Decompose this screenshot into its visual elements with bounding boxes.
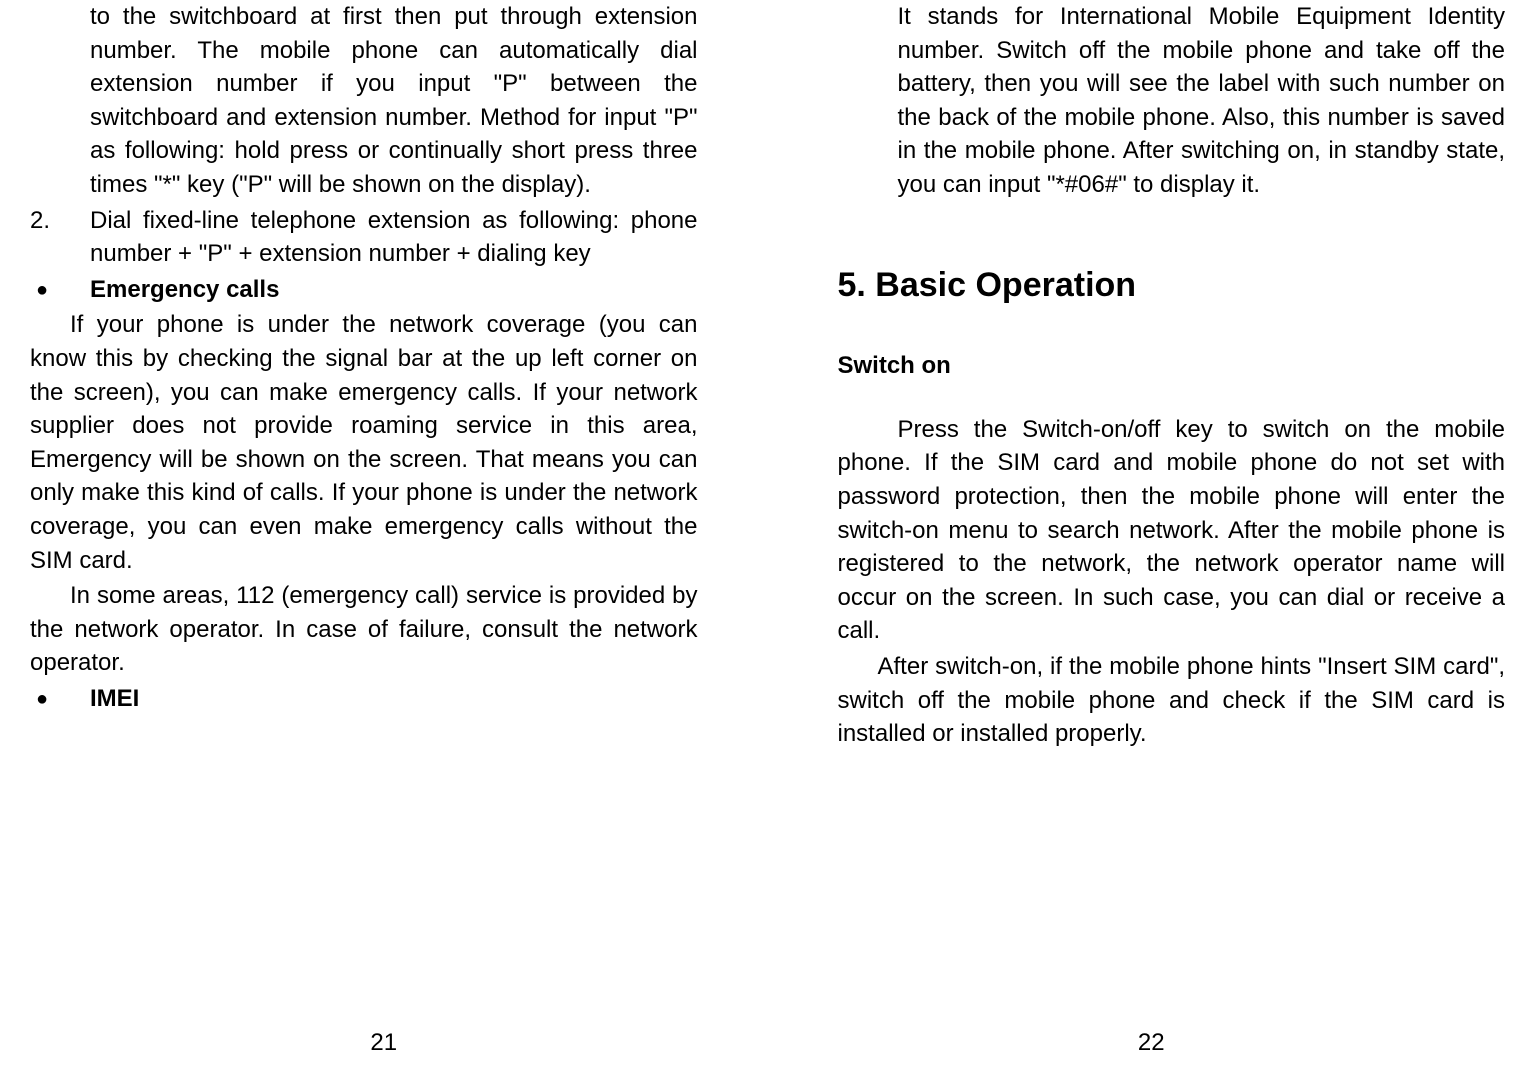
switch-on-paragraph-2: After switch-on, if the mobile phone hin…	[838, 650, 1506, 751]
bullet-icon: ●	[30, 273, 90, 307]
page-number-right: 22	[768, 1029, 1535, 1057]
imei-paragraph: It stands for International Mobile Equip…	[838, 0, 1506, 202]
right-content: It stands for International Mobile Equip…	[838, 0, 1506, 751]
bullet-label: Emergency calls	[90, 273, 698, 307]
emergency-paragraph-1: If your phone is under the network cover…	[30, 308, 698, 577]
switch-on-paragraph-1: Press the Switch-on/off key to switch on…	[838, 413, 1506, 648]
page-number-left: 21	[0, 1029, 768, 1057]
bullet-icon: ●	[30, 682, 90, 716]
subsection-heading: Switch on	[838, 349, 1506, 383]
list-item-2: 2. Dial fixed-line telephone extension a…	[30, 204, 698, 271]
continuation-paragraph: to the switchboard at first then put thr…	[30, 0, 698, 202]
emergency-paragraph-2: In some areas, 112 (emergency call) serv…	[30, 579, 698, 680]
section-heading: 5. Basic Operation	[838, 262, 1506, 310]
list-text: Dial fixed-line telephone extension as f…	[90, 204, 698, 271]
right-page: It stands for International Mobile Equip…	[768, 0, 1535, 1077]
bullet-emergency: ● Emergency calls	[30, 273, 698, 307]
bullet-label: IMEI	[90, 682, 698, 716]
left-content: to the switchboard at first then put thr…	[30, 0, 698, 715]
left-page: to the switchboard at first then put thr…	[0, 0, 768, 1077]
list-number: 2.	[30, 204, 90, 271]
bullet-imei: ● IMEI	[30, 682, 698, 716]
